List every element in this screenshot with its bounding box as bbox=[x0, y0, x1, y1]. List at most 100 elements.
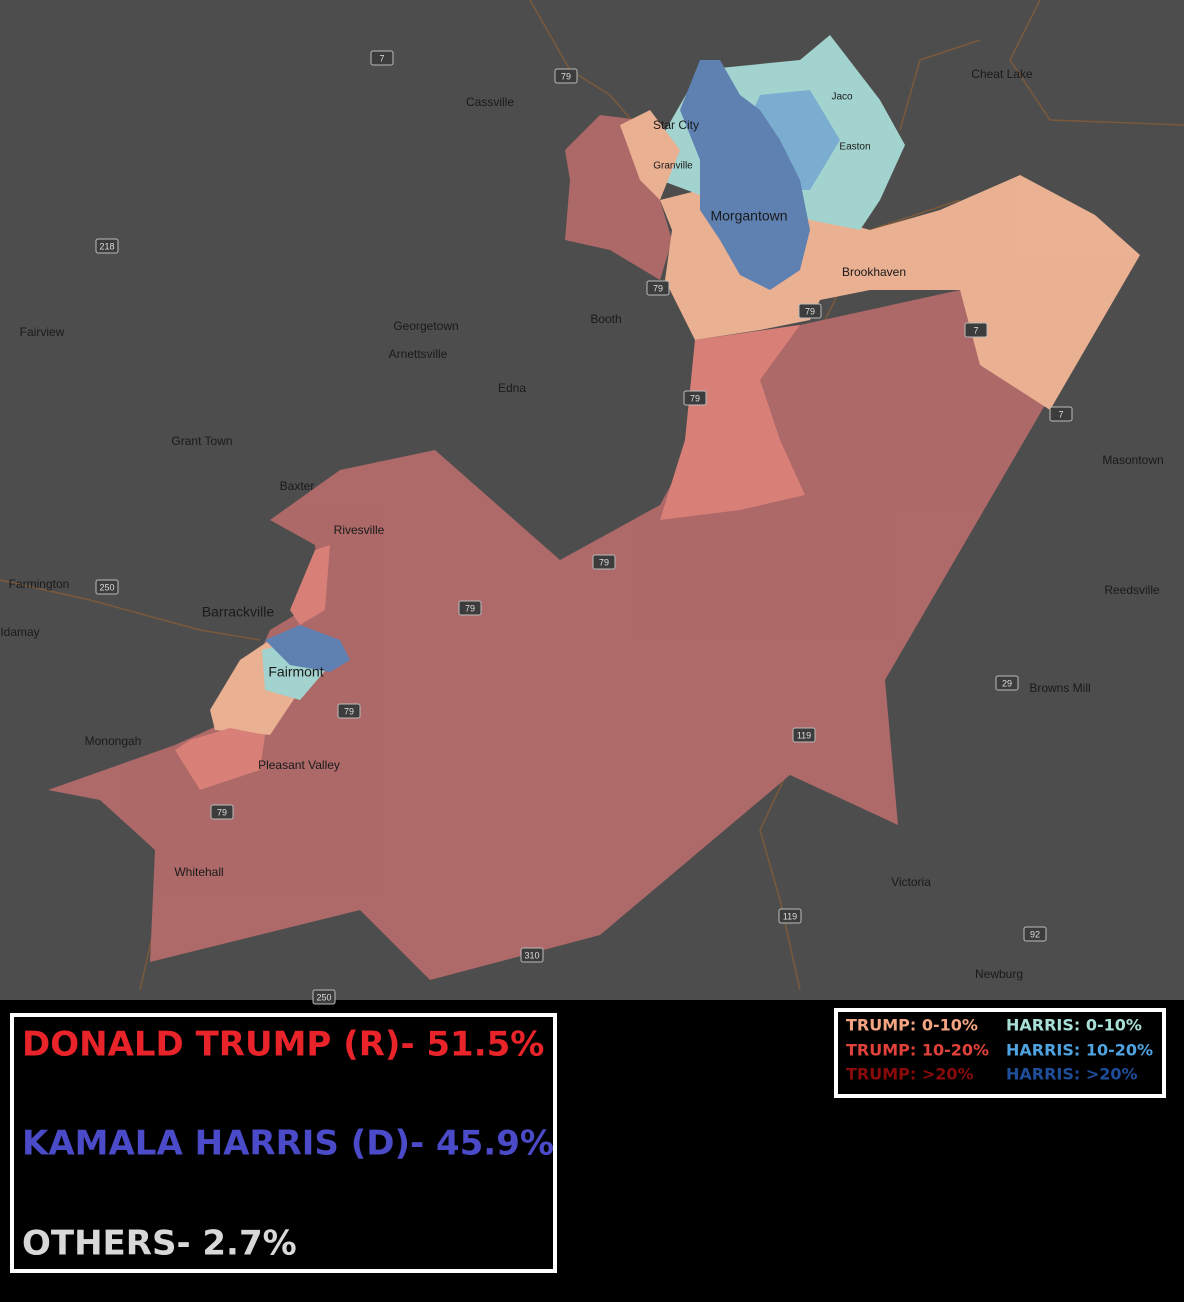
shield-label: 79 bbox=[465, 603, 475, 613]
road-shield: 79 bbox=[554, 68, 578, 84]
legend-item: HARRIS: 0-10% bbox=[1006, 1016, 1142, 1035]
trump-over-20 bbox=[48, 290, 1045, 980]
shield-badge bbox=[683, 390, 707, 406]
road-shield: 92 bbox=[1023, 926, 1047, 942]
legend-item: HARRIS: >20% bbox=[1006, 1065, 1138, 1084]
shield-badge bbox=[554, 68, 578, 84]
shield-badge bbox=[337, 703, 361, 719]
place-label: Barrackville bbox=[202, 604, 275, 620]
shield-label: 79 bbox=[690, 393, 700, 403]
place-label: Whitehall bbox=[174, 865, 223, 879]
place-label: Booth bbox=[590, 312, 621, 326]
shield-badge bbox=[592, 554, 616, 570]
shield-label: 119 bbox=[783, 911, 797, 921]
road-shield: 7 bbox=[1049, 406, 1073, 422]
shield-badge bbox=[312, 989, 336, 1005]
road-shield: 79 bbox=[798, 303, 822, 319]
legend-item: TRUMP: >20% bbox=[846, 1065, 974, 1084]
place-label: Monongah bbox=[85, 734, 142, 748]
shield-label: 79 bbox=[217, 807, 227, 817]
shield-badge bbox=[1049, 406, 1073, 422]
place-label: Georgetown bbox=[393, 319, 458, 333]
road-shield: 79 bbox=[592, 554, 616, 570]
place-label: Newburg bbox=[975, 967, 1023, 981]
precincts bbox=[48, 35, 1140, 980]
place-label: Rivesville bbox=[334, 523, 385, 537]
result-harris: KAMALA HARRIS (D)- 45.9% bbox=[22, 1124, 554, 1164]
place-label: Grant Town bbox=[171, 434, 232, 448]
shield-label: 79 bbox=[805, 306, 815, 316]
shield-label: 7 bbox=[1058, 409, 1063, 419]
legend-box bbox=[834, 1008, 1166, 1098]
road-shield: 7 bbox=[964, 322, 988, 338]
shield-badge bbox=[520, 947, 544, 963]
road-shields: 7 79 218 79 79 7 7 79 250 79 29 79 119 79 79 119 310 92 25… bbox=[95, 50, 1073, 1005]
shield-badge bbox=[370, 50, 394, 66]
shield-label: 79 bbox=[653, 283, 663, 293]
shield-label: 7 bbox=[973, 325, 978, 335]
road-shield: 79 bbox=[458, 600, 482, 616]
place-label: Farmington bbox=[9, 577, 70, 591]
place-label: Fairmont bbox=[268, 664, 323, 680]
trump-10-20 bbox=[290, 545, 330, 625]
road-shield: 29 bbox=[995, 675, 1019, 691]
shield-badge bbox=[646, 280, 670, 296]
road-shield: 218 bbox=[95, 238, 119, 254]
result-others: OTHERS- 2.7% bbox=[22, 1224, 297, 1264]
place-label: Brookhaven bbox=[842, 265, 906, 279]
place-label: Star City bbox=[653, 118, 699, 132]
place-label: Easton bbox=[839, 142, 870, 153]
place-labels: Cassville Cheat Lake Star City Jaco East… bbox=[0, 67, 1163, 981]
place-label: Reedsville bbox=[1104, 583, 1160, 597]
place-label: Masontown bbox=[1102, 453, 1163, 467]
trump-10-20 bbox=[660, 325, 805, 520]
road-shield: 119 bbox=[792, 727, 816, 743]
shield-label: 119 bbox=[797, 730, 811, 740]
shield-label: 79 bbox=[599, 557, 609, 567]
place-label: Idamay bbox=[0, 625, 39, 639]
shield-label: 218 bbox=[99, 241, 114, 251]
legend-item: TRUMP: 0-10% bbox=[846, 1016, 978, 1035]
place-label: Arnettsville bbox=[389, 347, 448, 361]
road-shield: 79 bbox=[646, 280, 670, 296]
shield-badge bbox=[95, 238, 119, 254]
place-label: Edna bbox=[498, 381, 526, 395]
shield-badge bbox=[798, 303, 822, 319]
place-label: Jaco bbox=[831, 92, 853, 103]
shield-badge bbox=[1023, 926, 1047, 942]
place-label: Morgantown bbox=[710, 208, 787, 224]
shield-badge bbox=[95, 579, 119, 595]
shield-badge bbox=[210, 804, 234, 820]
legend-item: TRUMP: 10-20% bbox=[846, 1041, 989, 1060]
place-label: Granville bbox=[653, 161, 693, 172]
legend-item: HARRIS: 10-20% bbox=[1006, 1041, 1153, 1060]
road-shield: 79 bbox=[210, 804, 234, 820]
shield-badge bbox=[778, 908, 802, 924]
harris-over-20 bbox=[265, 625, 350, 672]
road-shield: 119 bbox=[778, 908, 802, 924]
trump-0-10 bbox=[620, 110, 680, 200]
shield-label: 250 bbox=[316, 992, 331, 1002]
results-box bbox=[10, 1013, 557, 1273]
place-label: Baxter bbox=[280, 479, 315, 493]
road-shield: 79 bbox=[683, 390, 707, 406]
road-shield: 250 bbox=[312, 989, 336, 1005]
shield-label: 7 bbox=[379, 53, 384, 63]
shield-label: 92 bbox=[1030, 929, 1040, 939]
shield-badge bbox=[458, 600, 482, 616]
shield-badge bbox=[964, 322, 988, 338]
shield-label: 310 bbox=[524, 950, 539, 960]
place-label: Cheat Lake bbox=[971, 67, 1033, 81]
road-shield: 310 bbox=[520, 947, 544, 963]
road-shield: 7 bbox=[370, 50, 394, 66]
place-label: Browns Mill bbox=[1029, 681, 1090, 695]
harris-over-20 bbox=[680, 60, 810, 290]
result-trump: DONALD TRUMP (R)- 51.5% bbox=[22, 1025, 544, 1065]
shield-badge bbox=[792, 727, 816, 743]
shield-label: 79 bbox=[561, 71, 571, 81]
road-shield: 250 bbox=[95, 579, 119, 595]
shield-label: 29 bbox=[1002, 678, 1012, 688]
road-shield: 79 bbox=[337, 703, 361, 719]
shield-label: 250 bbox=[99, 582, 114, 592]
